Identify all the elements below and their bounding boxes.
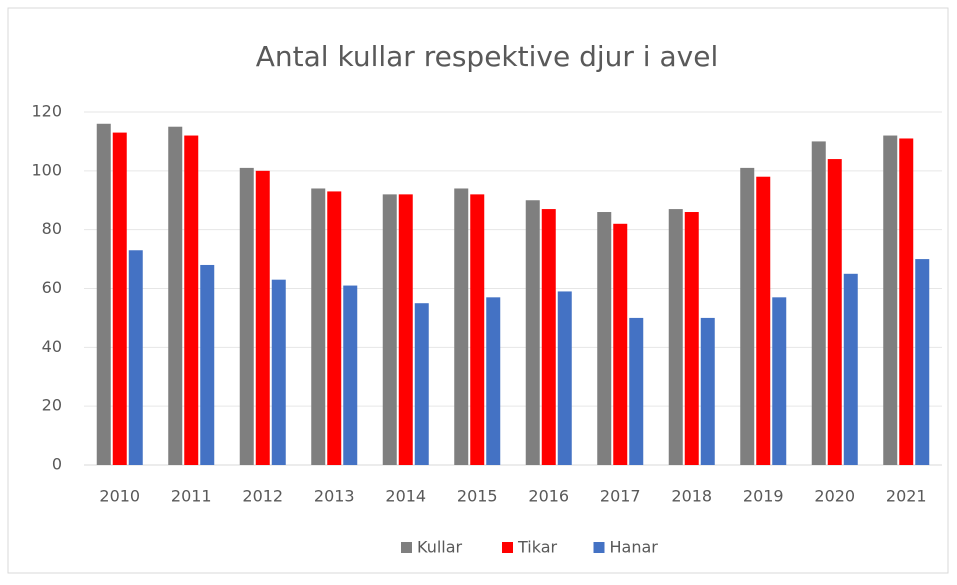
bar	[311, 188, 326, 465]
bar	[200, 264, 215, 465]
bar	[668, 209, 683, 465]
bar	[772, 297, 787, 465]
bar	[740, 167, 755, 465]
y-tick-label: 80	[42, 219, 62, 238]
y-tick-label: 100	[31, 160, 62, 179]
bar	[597, 212, 612, 465]
y-tick-label: 20	[42, 396, 62, 415]
y-tick-label: 120	[31, 102, 62, 121]
bar	[883, 135, 898, 466]
x-tick-label: 2010	[99, 487, 140, 506]
bar	[629, 317, 644, 465]
bar	[414, 303, 429, 465]
x-tick-label: 2015	[457, 487, 498, 506]
x-tick-label: 2012	[242, 487, 283, 506]
legend-swatch	[502, 542, 513, 553]
bar	[899, 138, 914, 465]
bar	[843, 273, 858, 465]
bar	[128, 250, 143, 465]
bar	[382, 194, 397, 465]
y-tick-label: 0	[52, 455, 62, 474]
chart-title: Antal kullar respektive djur i avel	[256, 40, 718, 73]
y-tick-label: 60	[42, 278, 62, 297]
bar	[271, 279, 286, 465]
bar	[255, 170, 270, 466]
x-tick-label: 2016	[528, 487, 569, 506]
bar	[454, 188, 469, 465]
legend-swatch	[401, 542, 412, 553]
y-tick-label: 40	[42, 337, 62, 356]
bar	[184, 135, 199, 466]
bar	[96, 123, 111, 466]
bar	[756, 176, 771, 465]
bar	[525, 200, 540, 465]
x-tick-label: 2013	[314, 487, 355, 506]
bar	[398, 194, 413, 465]
x-tick-label: 2020	[814, 487, 855, 506]
bar	[541, 209, 556, 465]
x-tick-label: 2021	[886, 487, 927, 506]
bar	[239, 167, 254, 465]
bar	[811, 141, 826, 465]
legend-label: Tikar	[517, 538, 558, 557]
bar	[827, 159, 842, 466]
bar	[327, 191, 342, 466]
bar	[486, 297, 501, 465]
bar	[700, 317, 715, 465]
x-tick-label: 2011	[171, 487, 212, 506]
legend-swatch	[593, 542, 605, 553]
legend-label: Kullar	[417, 538, 463, 557]
bar	[915, 259, 930, 465]
bar	[470, 194, 485, 465]
x-tick-label: 2017	[600, 487, 641, 506]
bar	[168, 126, 183, 465]
bar	[684, 212, 699, 465]
bar	[557, 291, 572, 465]
x-tick-label: 2014	[385, 487, 426, 506]
legend-label: Hanar	[610, 538, 659, 557]
bar	[613, 223, 628, 465]
x-tick-label: 2018	[671, 487, 712, 506]
bar	[112, 132, 127, 465]
bar	[343, 285, 358, 465]
x-tick-label: 2019	[743, 487, 784, 506]
